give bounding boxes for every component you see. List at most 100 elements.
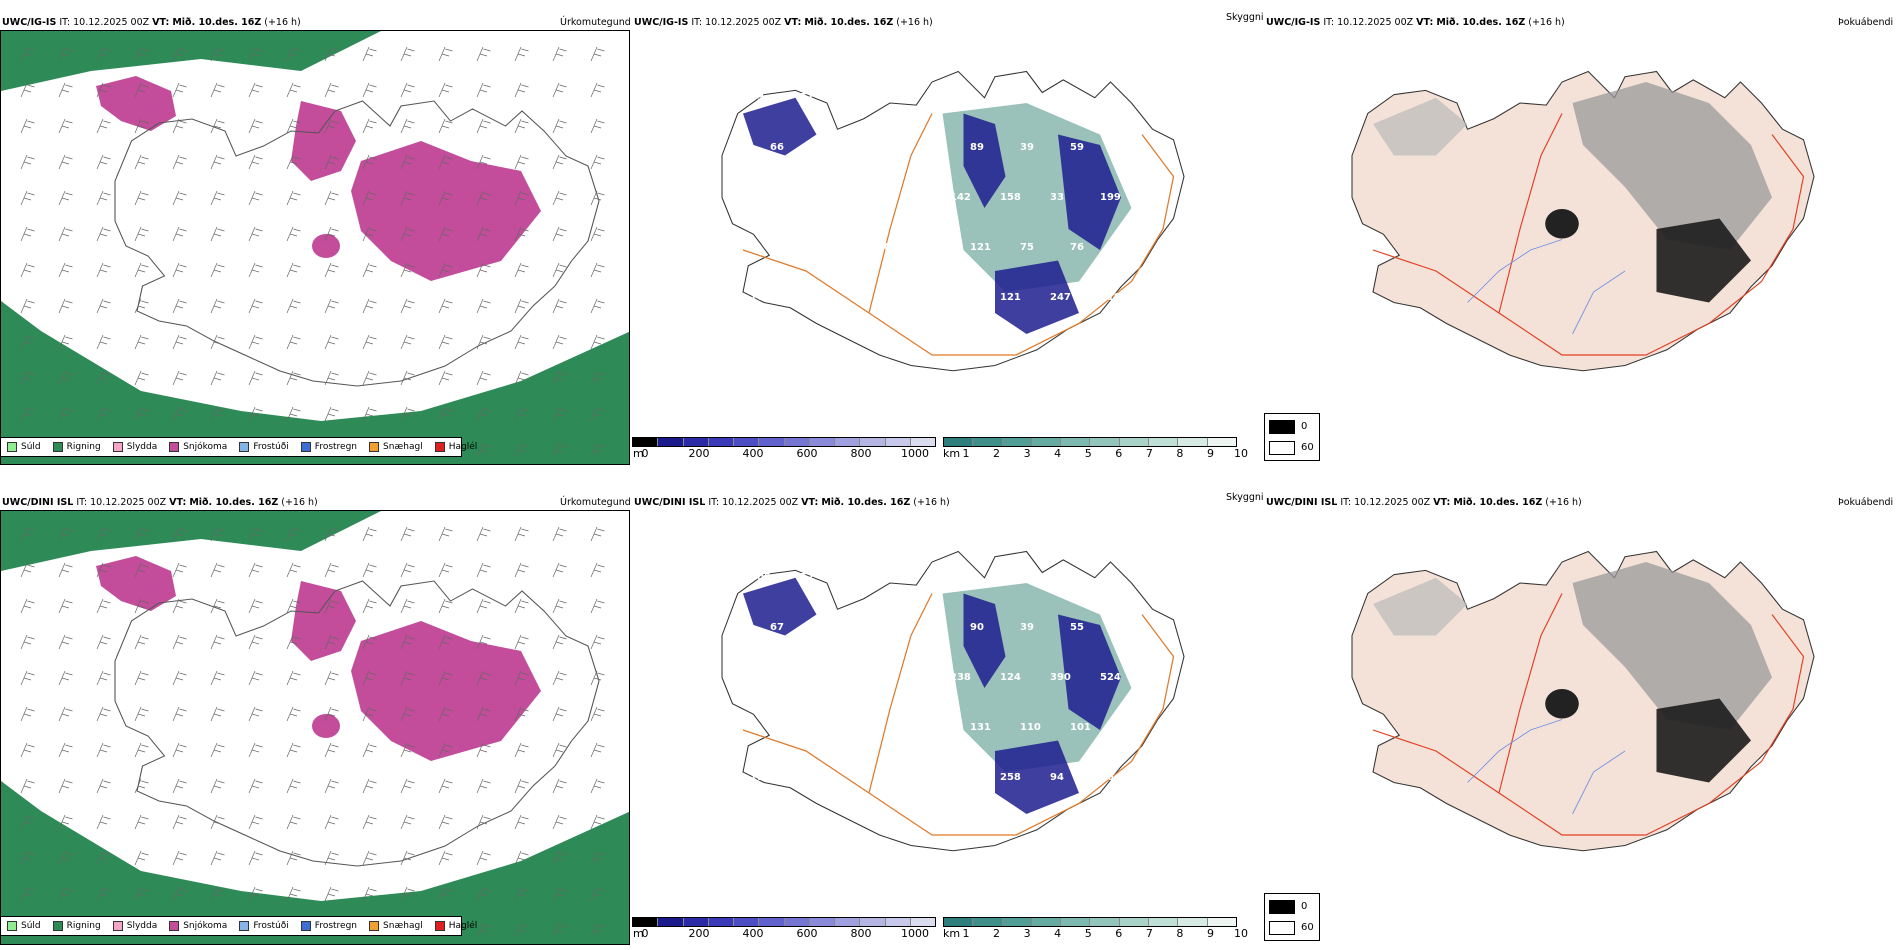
wind-barb (324, 46, 339, 62)
colorbar-segment (1061, 438, 1091, 446)
wind-barb (134, 814, 149, 830)
wind-barb (248, 190, 263, 206)
cloudbase-value: 158 (1000, 192, 1021, 203)
wind-barb (476, 634, 491, 650)
wind-barb (476, 562, 491, 578)
colorbar-segment (1207, 438, 1236, 446)
cloudbase-value: 132 (750, 672, 771, 683)
wind-barb (400, 82, 415, 98)
wind-barb (286, 262, 301, 278)
colorbar-segment (658, 438, 684, 446)
wind-barb (476, 190, 491, 206)
cloudbase-value: 99 (1050, 92, 1064, 103)
wind-barb (210, 850, 225, 866)
wind-barb (514, 634, 529, 650)
cloudbase-value: 89 (870, 722, 884, 733)
colorbar-tick-label: 8 (1176, 927, 1184, 940)
wind-barb (476, 118, 491, 134)
wind-barb (514, 706, 529, 722)
legend-item-frostregn: Frostregn (300, 442, 357, 452)
fog-header-bottom: UWC/DINI ISL IT: 10.12.2025 00Z VT: Mið.… (1266, 497, 1582, 508)
legend-label: Slydda (126, 921, 158, 931)
colorbar-segment (860, 438, 886, 446)
legend-label: Rigning (66, 442, 101, 452)
precip-legend-bottom: Súld Rigning Slydda Snjókoma Frostúði Frostre… (0, 916, 477, 936)
wind-barb (400, 850, 415, 866)
road (1372, 134, 1805, 356)
legend-label: Snjókoma (183, 921, 228, 931)
visibility-header-bottom: UWC/DINI ISL IT: 10.12.2025 00Z VT: Mið.… (634, 497, 950, 508)
wind-barb (134, 46, 149, 62)
cloudbase-value: 78 (1100, 572, 1114, 583)
wind-barb (552, 442, 567, 458)
cloudbase-value: 67 (850, 572, 864, 583)
cloudbase-value: 145 (900, 672, 921, 683)
wind-barb (476, 778, 491, 794)
wind-barb (362, 814, 377, 830)
wind-barb (552, 778, 567, 794)
legend-item-snæhagl: Snæhagl (369, 921, 423, 931)
wind-barb (514, 406, 529, 422)
wind-barb (134, 670, 149, 686)
wind-barb (286, 634, 301, 650)
wind-barb (514, 442, 529, 458)
wind-barb (438, 778, 453, 794)
wind-barb (552, 154, 567, 170)
wind-barb (20, 778, 35, 794)
colorbar-tick-label: 7 (1145, 447, 1153, 460)
wind-barb (552, 226, 567, 242)
wind-barb (58, 118, 73, 134)
wind-barb (210, 190, 225, 206)
colorbar-segment (1207, 918, 1236, 926)
wind-barb (514, 778, 529, 794)
colorbar-segment (860, 918, 886, 926)
wind-barb (172, 262, 187, 278)
colorbar-segment (885, 438, 911, 446)
cloudbase-value: 67 (770, 622, 784, 633)
wind-barb (20, 526, 35, 542)
wind-barb (400, 742, 415, 758)
cloudbase-value: 66 (1100, 772, 1114, 783)
wind-barb (58, 562, 73, 578)
colorbar-segment (734, 918, 760, 926)
wind-barb (210, 370, 225, 386)
wind-barb (552, 706, 567, 722)
colorbar-tick-label: 3 (1023, 447, 1031, 460)
wind-barb (210, 82, 225, 98)
wind-barb (552, 670, 567, 686)
wind-barb (58, 706, 73, 722)
colorbar-segment (1090, 438, 1120, 446)
wind-barb (438, 46, 453, 62)
wind-barb (476, 886, 491, 902)
wind-barb (324, 82, 339, 98)
wind-barb (248, 670, 263, 686)
wind-barb (58, 154, 73, 170)
precip-type-label-bottom: Úrkomutegund (560, 497, 631, 508)
wind-barb (172, 154, 187, 170)
roads (742, 593, 1175, 836)
cloudbase-value: 190 (870, 242, 891, 253)
wind-barb (210, 778, 225, 794)
wind-barb (514, 298, 529, 314)
wind-barb (590, 298, 605, 314)
cloudbase-value: 66 (770, 142, 784, 153)
wind-barb (514, 598, 529, 614)
fog-legend-bottom: 0 60 (1264, 893, 1320, 941)
wind-barb (590, 118, 605, 134)
legend-item-slydda: Slydda (112, 921, 158, 931)
wind-barb (324, 598, 339, 614)
legend-item-haglél: Haglél (434, 921, 477, 931)
legend-swatch (239, 921, 250, 931)
colorbar-segment (1002, 918, 1032, 926)
rain-area (1, 511, 381, 571)
fog-indicator-area (1572, 82, 1772, 250)
cloudbase-value: 30 (920, 242, 934, 253)
cloudbase-value: 89 (1120, 142, 1134, 153)
wind-barb (248, 526, 263, 542)
wind-barb (58, 850, 73, 866)
legend-item-rigning: Rigning (52, 442, 101, 452)
cloudbase-value: 199 (1100, 192, 1121, 203)
colorbar-segment (1061, 918, 1091, 926)
wind-barb (400, 886, 415, 902)
wind-barb (400, 370, 415, 386)
